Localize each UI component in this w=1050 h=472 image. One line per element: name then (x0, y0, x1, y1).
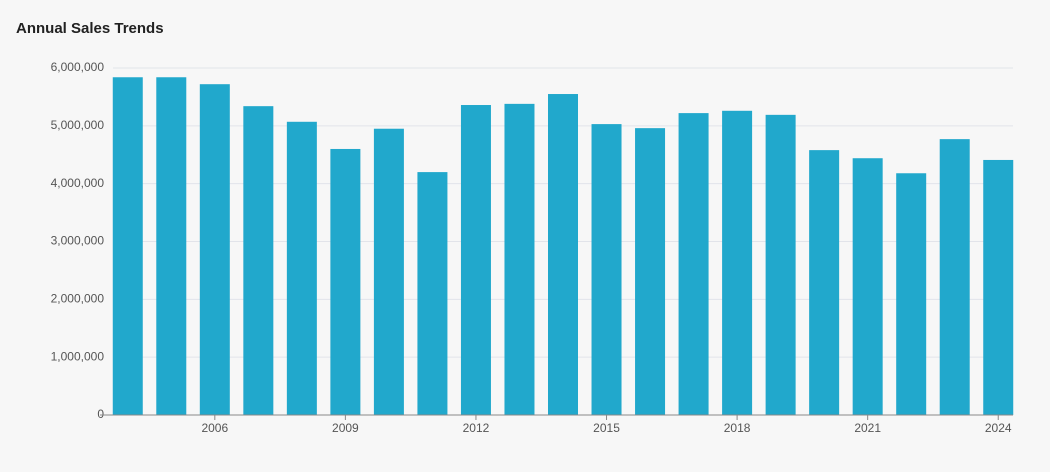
bar (199, 84, 230, 416)
x-tick-label: 2012 (463, 421, 490, 435)
bar (286, 121, 317, 415)
x-tick-label: 2024 (985, 421, 1012, 435)
bar (373, 128, 404, 415)
bar (548, 94, 578, 416)
x-tick-label: 2018 (724, 421, 751, 435)
y-tick-label: 2,000,000 (51, 292, 105, 306)
bar (460, 105, 491, 415)
bar (809, 150, 840, 415)
bar (156, 77, 187, 416)
y-tick-label: 5,000,000 (51, 118, 105, 132)
bar (765, 114, 796, 415)
bar (591, 124, 622, 416)
y-tick-label: 3,000,000 (51, 234, 105, 248)
y-tick-label: 4,000,000 (51, 176, 105, 190)
bar (722, 110, 753, 416)
bar (678, 113, 709, 416)
x-tick-label: 2006 (201, 421, 228, 435)
y-tick-label: 0 (97, 407, 104, 421)
y-tick-label: 1,000,000 (51, 349, 105, 363)
bar (112, 77, 143, 416)
x-tick-label: 2015 (593, 421, 620, 435)
bar (635, 128, 666, 415)
y-tick-label: 6,000,000 (51, 60, 105, 74)
bar (417, 172, 448, 415)
bar (504, 103, 535, 416)
x-tick-label: 2009 (332, 421, 359, 435)
chart-title: Annual Sales Trends (16, 20, 164, 37)
bar (330, 148, 361, 415)
x-tick-label: 2021 (854, 421, 881, 435)
bar (852, 158, 883, 415)
bar (983, 159, 1014, 415)
bar (243, 106, 274, 416)
bar (939, 139, 970, 415)
bar (896, 173, 927, 415)
